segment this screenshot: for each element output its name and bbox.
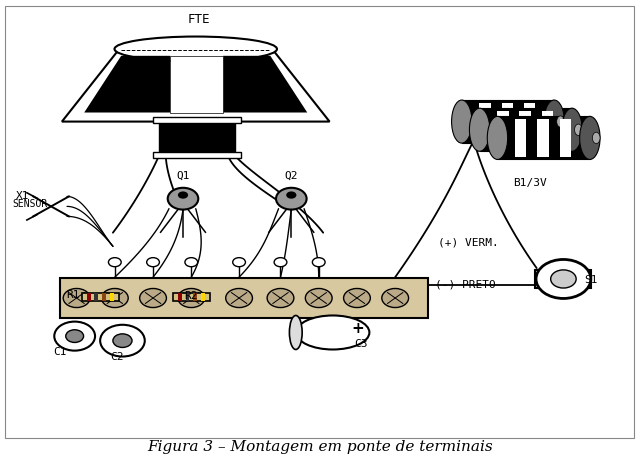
Bar bbox=[536, 270, 591, 288]
Bar bbox=[520, 111, 531, 149]
Bar bbox=[109, 293, 113, 301]
Bar bbox=[462, 100, 554, 143]
Circle shape bbox=[101, 288, 128, 308]
Circle shape bbox=[305, 288, 332, 308]
Circle shape bbox=[344, 288, 371, 308]
Circle shape bbox=[178, 191, 188, 199]
Circle shape bbox=[267, 288, 294, 308]
Bar bbox=[186, 293, 189, 301]
Polygon shape bbox=[62, 49, 330, 122]
Bar bbox=[201, 293, 205, 301]
Circle shape bbox=[312, 258, 325, 267]
Circle shape bbox=[286, 191, 296, 199]
Bar bbox=[497, 111, 509, 149]
Polygon shape bbox=[84, 56, 170, 112]
Text: Q2: Q2 bbox=[285, 170, 298, 181]
Ellipse shape bbox=[575, 124, 582, 135]
Bar bbox=[102, 293, 106, 301]
Circle shape bbox=[108, 258, 121, 267]
Text: +: + bbox=[352, 321, 365, 336]
Bar bbox=[538, 119, 548, 157]
Circle shape bbox=[113, 334, 132, 347]
Polygon shape bbox=[223, 56, 307, 112]
Circle shape bbox=[550, 270, 576, 288]
Circle shape bbox=[63, 288, 90, 308]
Circle shape bbox=[233, 258, 246, 267]
Polygon shape bbox=[170, 56, 223, 112]
Text: (+) VERM.: (+) VERM. bbox=[438, 238, 499, 248]
Bar bbox=[159, 137, 235, 154]
Circle shape bbox=[274, 258, 287, 267]
Bar bbox=[479, 103, 491, 140]
Text: Figura 3 – Montagem em ponte de terminais: Figura 3 – Montagem em ponte de terminai… bbox=[147, 440, 493, 454]
Text: Q1: Q1 bbox=[176, 170, 189, 181]
Bar bbox=[193, 293, 197, 301]
Circle shape bbox=[140, 288, 166, 308]
Circle shape bbox=[147, 258, 159, 267]
Ellipse shape bbox=[580, 117, 600, 159]
Bar bbox=[95, 293, 99, 301]
Circle shape bbox=[226, 288, 252, 308]
Bar bbox=[173, 293, 210, 301]
Bar bbox=[502, 103, 513, 140]
Bar bbox=[541, 111, 553, 149]
Bar bbox=[153, 117, 241, 123]
Ellipse shape bbox=[452, 100, 472, 143]
Bar bbox=[82, 293, 118, 301]
Text: C2: C2 bbox=[111, 352, 124, 362]
Bar bbox=[159, 120, 235, 138]
Bar bbox=[60, 278, 428, 318]
Ellipse shape bbox=[544, 100, 564, 143]
Bar bbox=[87, 293, 91, 301]
Ellipse shape bbox=[469, 108, 490, 151]
Ellipse shape bbox=[562, 108, 582, 151]
Circle shape bbox=[536, 260, 591, 298]
Text: S1: S1 bbox=[584, 275, 598, 285]
Ellipse shape bbox=[115, 37, 277, 62]
Text: B1/3V: B1/3V bbox=[513, 178, 547, 188]
Circle shape bbox=[185, 258, 198, 267]
Bar bbox=[559, 119, 571, 157]
Bar bbox=[479, 108, 572, 151]
Bar bbox=[178, 293, 182, 301]
Circle shape bbox=[178, 288, 205, 308]
Text: (-) PRETO: (-) PRETO bbox=[435, 280, 495, 290]
Text: X1: X1 bbox=[15, 191, 29, 201]
Bar bbox=[153, 153, 241, 158]
Bar bbox=[497, 117, 590, 159]
Ellipse shape bbox=[289, 315, 302, 350]
Circle shape bbox=[382, 288, 408, 308]
Circle shape bbox=[100, 325, 145, 356]
Text: C1: C1 bbox=[53, 346, 67, 356]
Circle shape bbox=[276, 188, 307, 210]
Bar bbox=[515, 119, 527, 157]
Text: SENSOR: SENSOR bbox=[13, 199, 48, 209]
Bar bbox=[524, 103, 536, 140]
Circle shape bbox=[66, 330, 84, 342]
Circle shape bbox=[168, 188, 198, 210]
Ellipse shape bbox=[593, 132, 600, 143]
Text: FTE: FTE bbox=[188, 13, 210, 26]
Circle shape bbox=[54, 322, 95, 351]
Ellipse shape bbox=[487, 117, 508, 159]
Text: R1: R1 bbox=[66, 290, 79, 300]
Ellipse shape bbox=[296, 315, 369, 350]
Ellipse shape bbox=[557, 116, 564, 127]
Text: C3: C3 bbox=[355, 339, 368, 349]
Text: R2: R2 bbox=[184, 291, 198, 301]
